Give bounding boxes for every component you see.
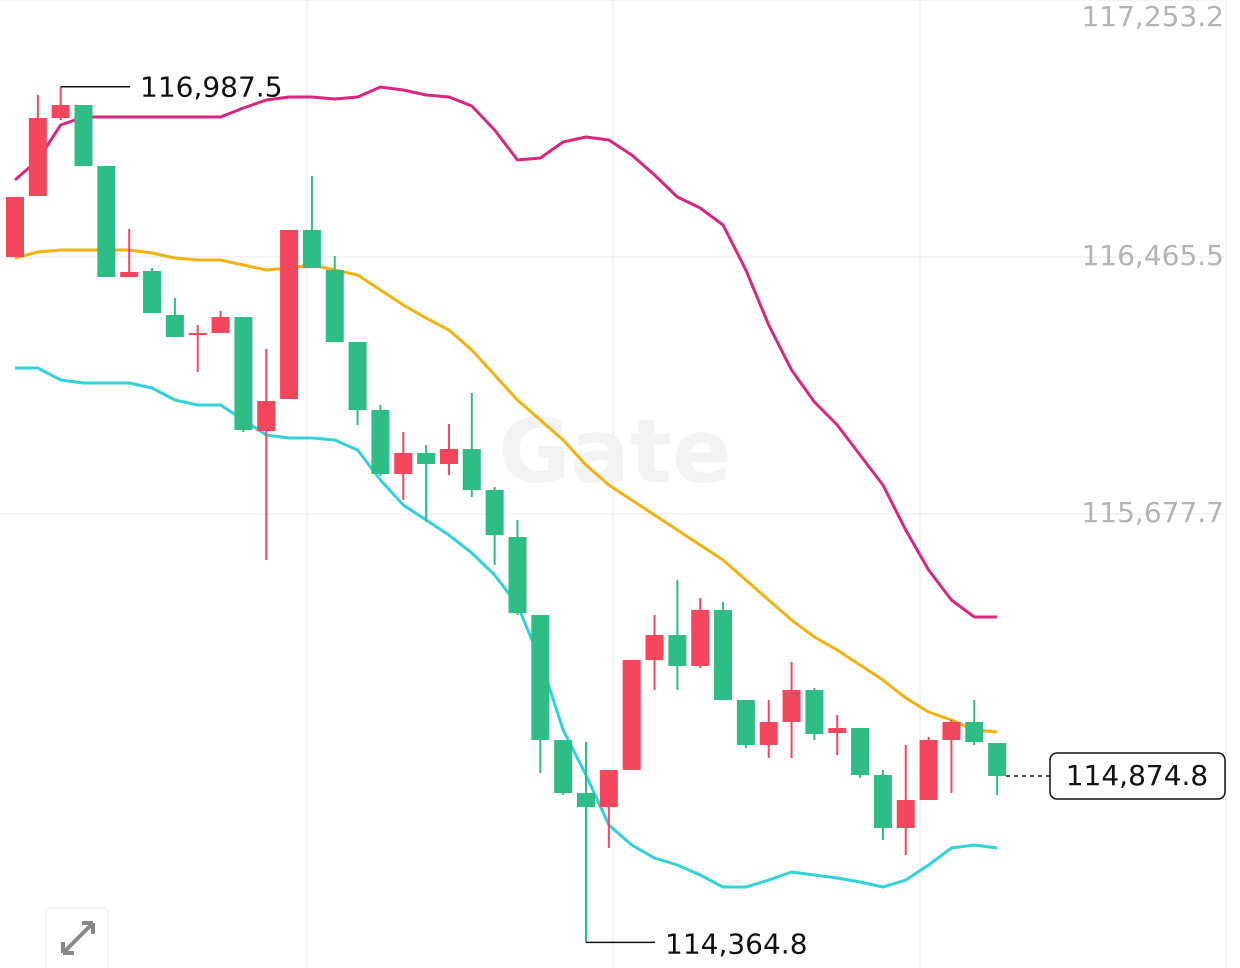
expand-button[interactable] [45, 907, 109, 968]
candle-body [51, 104, 70, 119]
candle-body [211, 317, 230, 333]
candle-body [554, 740, 573, 793]
band-line [14, 85, 998, 619]
candle-body [6, 196, 24, 258]
candle-body [234, 317, 253, 430]
candle-body [28, 118, 47, 196]
last-price-box [1049, 752, 1226, 800]
candle-body [691, 610, 710, 667]
candle-body [851, 727, 870, 776]
last-price-label: 114,874.8 [1066, 759, 1209, 792]
candle-body [919, 740, 938, 801]
candle-body [714, 610, 733, 701]
candle-body [462, 449, 481, 491]
candle-body [873, 775, 892, 828]
candle-body [645, 635, 664, 661]
candle-body [325, 270, 344, 342]
candle-body [165, 315, 184, 338]
candle-body [439, 449, 458, 465]
candle-body [485, 490, 504, 536]
candle-body [828, 727, 847, 733]
candle-body [302, 230, 321, 268]
candle-body [97, 166, 116, 278]
band-line [15, 366, 998, 889]
candle-body [736, 700, 755, 745]
candle-body [942, 721, 961, 741]
candle-body [577, 792, 595, 808]
high-label: 116,987.5 [140, 71, 283, 104]
y-tick-label: 115,677.7 [1081, 496, 1224, 529]
candle-body [531, 615, 550, 741]
candle-body [805, 690, 824, 735]
candle-body [348, 341, 367, 411]
expand-icon [61, 921, 95, 955]
candle-body [143, 270, 162, 313]
candle-body [508, 537, 527, 613]
candle-body [74, 104, 93, 167]
candle-body [782, 690, 801, 722]
candle-body [120, 272, 139, 278]
candle-body [417, 452, 436, 465]
candle-body [257, 401, 276, 431]
y-tick-label: 117,253.2 [1081, 0, 1224, 33]
y-tick-label: 116,465.5 [1081, 239, 1224, 272]
candle-body [668, 635, 687, 667]
low-label: 114,364.8 [665, 927, 808, 960]
candle-body [394, 452, 413, 474]
candle-body [965, 721, 984, 742]
candle-body [188, 332, 207, 336]
candle-body [371, 410, 390, 474]
candle-body [896, 800, 915, 828]
candle-body [622, 660, 641, 771]
candle-body [988, 743, 1007, 776]
band-line [14, 248, 998, 734]
candle-body [759, 721, 778, 745]
candle-body [599, 770, 618, 808]
candle-body [280, 230, 299, 399]
